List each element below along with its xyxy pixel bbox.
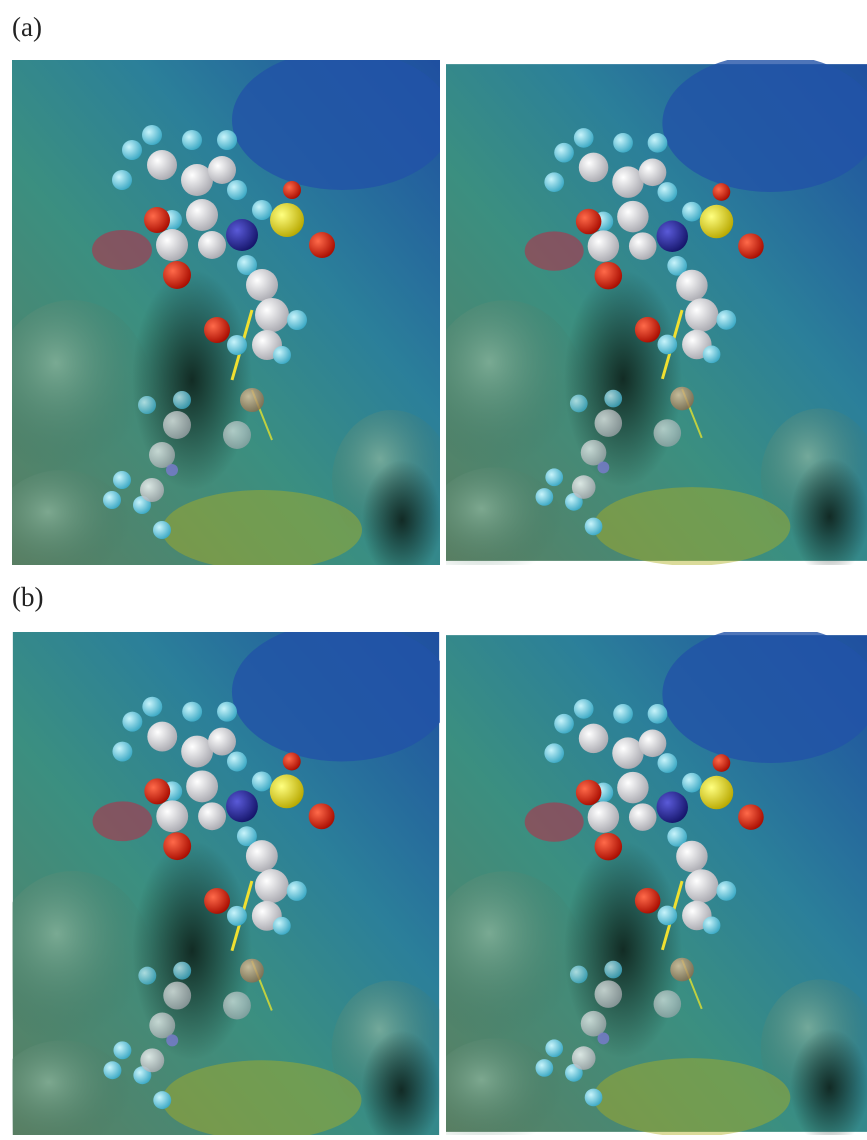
stereo-right-image (426, 54, 867, 585)
stereo-right-image (426, 625, 867, 1135)
figure: (a) (b) (0, 0, 867, 1135)
stereo-left-image (0, 622, 451, 1135)
panel-label: (b) (12, 582, 43, 612)
panel-label: (a) (12, 12, 42, 42)
stereo-left-image (0, 50, 452, 590)
